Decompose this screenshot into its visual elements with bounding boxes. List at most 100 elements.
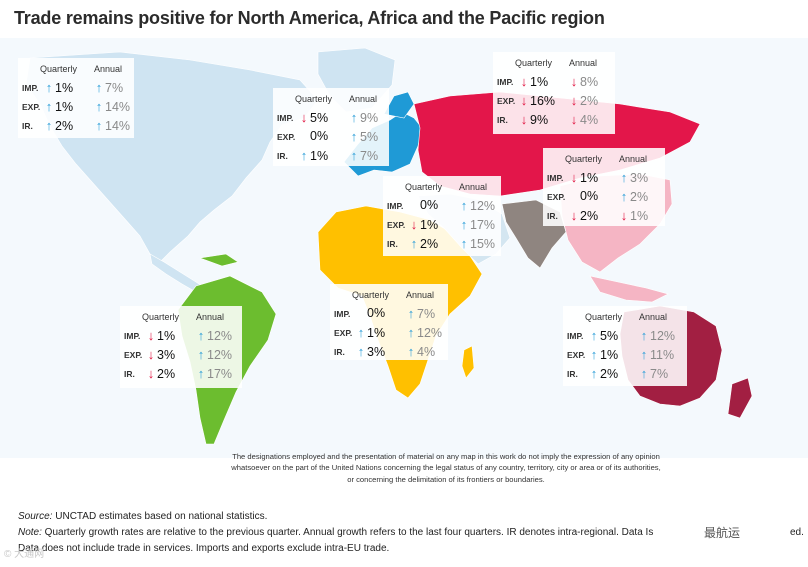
annual-value-text: 12% [417, 326, 443, 340]
region-box-west-asia: Quarterly Annual IMP. 0% ↑ 12% EXP. ↓ 1% ↑ 17% IR. ↑… [383, 176, 501, 256]
note-label: Note: [18, 527, 42, 538]
annual-value: ↑ 12% [406, 325, 442, 340]
annual-value-text: 4% [417, 345, 436, 359]
annual-value: ↓ 1% [619, 208, 648, 223]
row-label: EXP. [387, 220, 406, 230]
quarterly-header: Quarterly [295, 94, 333, 104]
annual-value-text: 14% [105, 100, 131, 114]
quarterly-value-text: 3% [157, 348, 176, 362]
row-label: IR. [277, 151, 288, 161]
annual-value-text: 7% [650, 367, 669, 381]
annual-arrow-up-icon: ↑ [407, 344, 415, 359]
annual-value-text: 7% [360, 149, 379, 163]
row-label: IMP. [277, 113, 294, 123]
row-label: EXP. [277, 132, 296, 142]
annual-value: ↓ 8% [569, 74, 598, 89]
data-note-line: Data does not include trade in services.… [18, 543, 390, 554]
row-label: IR. [124, 369, 135, 379]
row-label: EXP. [124, 350, 143, 360]
quarterly-value: ↓ 1% [146, 328, 175, 343]
quarterly-value-text: 0% [580, 189, 599, 203]
quarterly-header: Quarterly [40, 64, 78, 74]
annual-value: ↑ 4% [406, 344, 435, 359]
quarterly-value-text: 16% [530, 94, 556, 108]
row-label: EXP. [547, 192, 566, 202]
quarterly-header: Quarterly [352, 290, 390, 300]
annual-value: ↓ 4% [569, 112, 598, 127]
quarterly-value: ↑ 2% [409, 236, 438, 251]
quarterly-header: Quarterly [515, 58, 553, 68]
annual-header: Annual [639, 312, 668, 322]
quarterly-header: Quarterly [142, 312, 180, 322]
annual-value-text: 7% [105, 81, 124, 95]
map-disclaimer: The designations employed and the presen… [231, 452, 661, 484]
annual-value-text: 14% [105, 119, 131, 133]
annual-value: ↑ 7% [406, 306, 435, 321]
quarterly-value-text: 2% [580, 209, 599, 223]
quarterly-value: ↑ 2% [44, 118, 73, 133]
annual-arrow-up-icon: ↑ [197, 366, 205, 381]
annual-value: ↑ 12% [459, 198, 495, 213]
quarterly-value-text: 1% [55, 81, 74, 95]
annual-arrow-up-icon: ↑ [95, 118, 103, 133]
quarterly-arrow-down-icon: ↓ [570, 208, 578, 223]
region-box-oceania: Quarterly Annual IMP. ↑ 5% ↑ 12% EXP. ↑ 1% ↑ 11% IR.… [563, 306, 687, 386]
annual-value: ↑ 15% [459, 236, 495, 251]
annual-arrow-down-icon: ↓ [620, 208, 628, 223]
annual-arrow-up-icon: ↑ [407, 325, 415, 340]
annual-value-text: 12% [207, 348, 233, 362]
watermark-right: 最航运 [703, 526, 740, 540]
annual-value: ↑ 11% [639, 347, 674, 362]
annual-value: ↑ 7% [349, 148, 378, 163]
annual-header: Annual [619, 154, 648, 164]
annual-arrow-up-icon: ↑ [620, 189, 628, 204]
annual-header: Annual [94, 64, 123, 74]
annual-arrow-up-icon: ↑ [460, 198, 468, 213]
caribbean [199, 253, 239, 267]
quarterly-value-text: 2% [55, 119, 74, 133]
row-label: IMP. [22, 83, 39, 93]
row-label: IMP. [547, 173, 564, 183]
quarterly-arrow-down-icon: ↓ [147, 347, 155, 362]
quarterly-arrow-up-icon: ↑ [410, 236, 418, 251]
annual-value-text: 17% [207, 367, 233, 381]
quarterly-value-text: 2% [157, 367, 176, 381]
row-label: IMP. [497, 77, 514, 87]
annual-arrow-up-icon: ↑ [350, 129, 358, 144]
annual-arrow-up-icon: ↑ [95, 80, 103, 95]
region-box-europe: Quarterly Annual IMP. ↓ 5% ↑ 9% EXP. 0% ↑ 5% IR. ↑ 1%… [273, 88, 389, 166]
quarterly-value: ↓ 1% [409, 217, 438, 232]
quarterly-value: ↓ 5% [299, 110, 328, 125]
row-label: IR. [567, 369, 578, 379]
row-label: IR. [22, 121, 33, 131]
watermark-left: © 大通网 [4, 549, 45, 560]
quarterly-value-text: 3% [367, 345, 386, 359]
source-label: Source: [18, 511, 53, 522]
annual-value: ↑ 7% [639, 366, 668, 381]
annual-value: ↑ 14% [94, 99, 130, 114]
quarterly-value-text: 0% [420, 198, 439, 212]
row-label: EXP. [334, 328, 353, 338]
region-box-south-america: Quarterly Annual IMP. ↓ 1% ↑ 12% EXP. ↓ 3% ↑ 12% IR.… [120, 306, 242, 388]
quarterly-arrow-down-icon: ↓ [520, 93, 528, 108]
quarterly-value: 0% [299, 129, 328, 143]
annual-header: Annual [196, 312, 225, 322]
quarterly-value-text: 1% [367, 326, 386, 340]
quarterly-value-text: 9% [530, 113, 549, 127]
annual-header: Annual [406, 290, 435, 300]
annual-value: ↑ 17% [459, 217, 495, 232]
annual-arrow-up-icon: ↑ [197, 328, 205, 343]
source-text: UNCTAD estimates based on national stati… [52, 511, 268, 522]
region-box-east-asia: Quarterly Annual IMP. ↓ 1% ↑ 3% EXP. 0% ↑ 2% IR. ↓ 2%… [543, 148, 665, 226]
quarterly-arrow-up-icon: ↑ [590, 366, 598, 381]
quarterly-value-text: 1% [580, 171, 599, 185]
region-box-africa: Quarterly Annual IMP. 0% ↑ 7% EXP. ↑ 1% ↑ 12% IR. ↑ 3… [330, 284, 448, 360]
map-title: Trade remains positive for North America… [14, 8, 605, 28]
row-label: IMP. [387, 201, 404, 211]
quarterly-value: ↑ 1% [299, 148, 328, 163]
annual-value-text: 2% [630, 190, 649, 204]
annual-value-text: 9% [360, 111, 379, 125]
annual-value-text: 3% [630, 171, 649, 185]
annual-value: ↑ 17% [196, 366, 232, 381]
quarterly-value: 0% [409, 198, 438, 212]
